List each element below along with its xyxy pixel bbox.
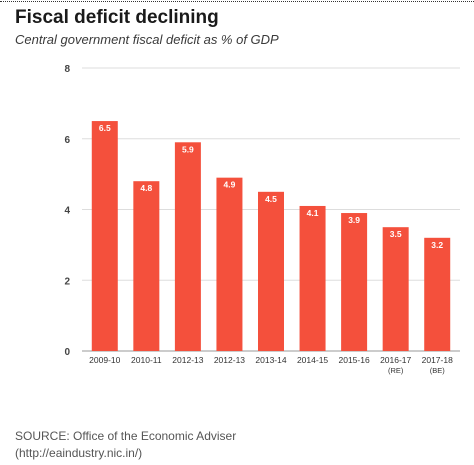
x-tick-label: 2015-16: [339, 355, 370, 365]
x-tick-label: 2009-10: [89, 355, 120, 365]
bar: [341, 213, 368, 351]
y-tick-label: 2: [64, 276, 70, 287]
x-tick-label: 2016-17: [380, 355, 411, 365]
x-tick-label: 2010-11: [131, 355, 162, 365]
x-tick-label: 2012-13: [172, 355, 203, 365]
bar-chart: 0 2 4 6 8 6.5 4.8 5.9 4.9 4.5 4.1 3.9 3.5 3.2 2009-1…: [64, 64, 460, 375]
bar: [299, 205, 326, 351]
bar-value-label: 6.5: [99, 123, 111, 133]
x-tick-label: 2013-14: [255, 355, 286, 365]
y-tick-label: 6: [64, 135, 70, 146]
x-tick-label: 2017-18: [422, 355, 453, 365]
bar: [258, 191, 284, 351]
bar-value-label: 4.8: [140, 183, 152, 193]
bar: [216, 177, 243, 351]
x-tick-label: 2014-15: [297, 355, 328, 365]
bars: 6.5 4.8 5.9 4.9 4.5 4.1 3.9 3.5 3.2: [91, 121, 451, 351]
bar: [174, 142, 201, 351]
bar-value-label: 4.9: [224, 180, 236, 190]
source-note: SOURCE: Office of the Economic Adviser (…: [15, 428, 236, 462]
bar-value-label: 3.9: [348, 215, 360, 225]
source-line-2: (http://eaindustry.nic.in/): [15, 446, 143, 460]
bar: [424, 237, 451, 351]
top-dotted-border: [0, 1, 474, 2]
x-tick-label: (BE): [430, 366, 446, 375]
bar-value-label: 5.9: [182, 144, 194, 154]
bar-value-label: 3.2: [431, 240, 443, 250]
bar: [382, 227, 409, 351]
y-tick-label: 8: [64, 64, 70, 75]
x-axis-ticks: 2009-10 2010-11 2012-13 2012-13 2013-14 2014-…: [89, 355, 453, 375]
bar-value-label: 4.5: [265, 194, 277, 204]
bar-value-label: 4.1: [307, 208, 319, 218]
y-tick-label: 0: [64, 347, 70, 358]
x-tick-label: (RE): [388, 366, 404, 375]
chart-title: Fiscal deficit declining: [15, 7, 219, 28]
chart-subtitle: Central government fiscal deficit as % o…: [15, 32, 279, 47]
bar: [91, 121, 118, 351]
source-line-1: SOURCE: Office of the Economic Adviser: [15, 429, 237, 443]
y-axis-ticks: 0 2 4 6 8: [64, 64, 70, 358]
bar-value-label: 3.5: [390, 229, 402, 239]
x-tick-label: 2012-13: [214, 355, 245, 365]
bar: [133, 181, 160, 351]
y-tick-label: 4: [64, 206, 70, 217]
